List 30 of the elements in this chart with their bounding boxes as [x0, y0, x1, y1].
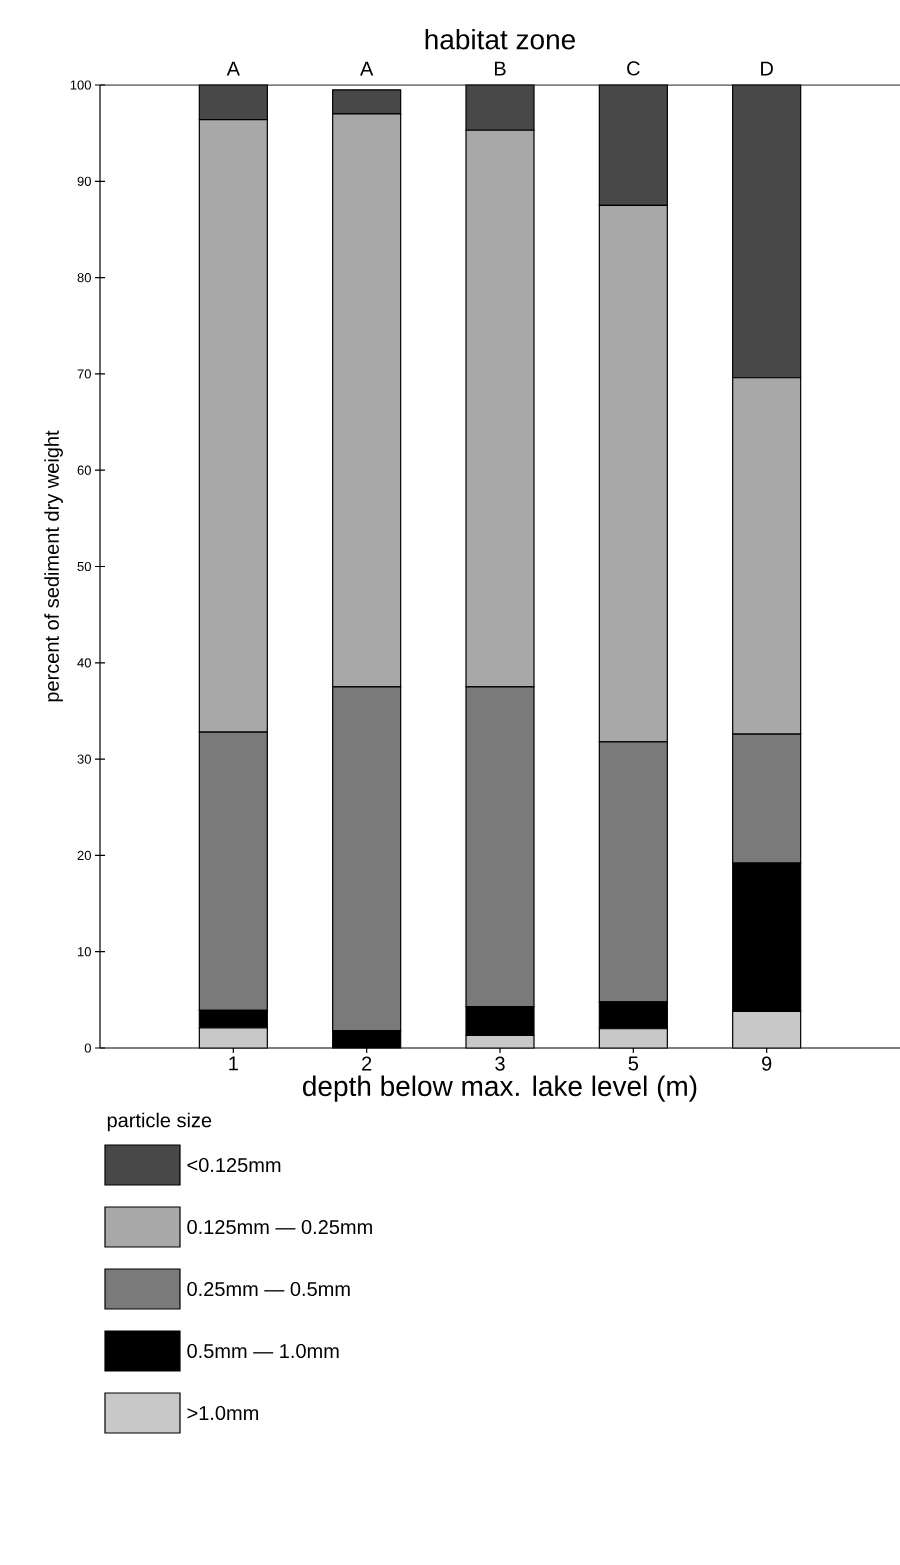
legend-title: particle size [107, 1112, 212, 1132]
x2-axis-title: habitat zone [425, 28, 575, 50]
y-tick-label: 30 [77, 754, 91, 764]
legend-label: >1.0mm [187, 1405, 259, 1421]
text: D [761, 61, 773, 76]
y-tick-label: 60 [77, 465, 91, 475]
legend-label: 0.25mm — 0.5mm [187, 1281, 350, 1297]
x-tick-label: 5 [628, 1056, 639, 1071]
x-axis-title: depth below max. lake level (m) [303, 1075, 697, 1102]
y-tick-label: 10 [77, 947, 91, 957]
y-tick-label: 90 [77, 176, 91, 186]
text: B [494, 61, 506, 76]
y-tick-label: 40 [77, 658, 91, 668]
y-tick-label: 70 [77, 369, 91, 379]
y-tick-label: 0 [84, 1043, 91, 1053]
legend-label: 0.5mm — 1.0mm [187, 1343, 339, 1359]
y-tick-label: 80 [77, 273, 91, 283]
legend-label: 0.125mm — 0.25mm [187, 1219, 372, 1235]
x-tick-label: 1 [229, 1056, 238, 1071]
y-axis-title: percent of sediment dry weight [44, 430, 63, 702]
y-tick-label: 20 [77, 850, 91, 861]
y-tick-label: 50 [77, 561, 91, 572]
text: A [360, 61, 374, 76]
y-tick-label: 100 [70, 80, 91, 90]
x-tick-label: 3 [495, 1056, 505, 1071]
x-tick-label: 2 [362, 1056, 372, 1071]
text: C [627, 61, 640, 76]
x-tick-label: 9 [762, 1056, 772, 1071]
text: A [226, 61, 240, 76]
legend-label: <0.125mm [187, 1157, 281, 1173]
